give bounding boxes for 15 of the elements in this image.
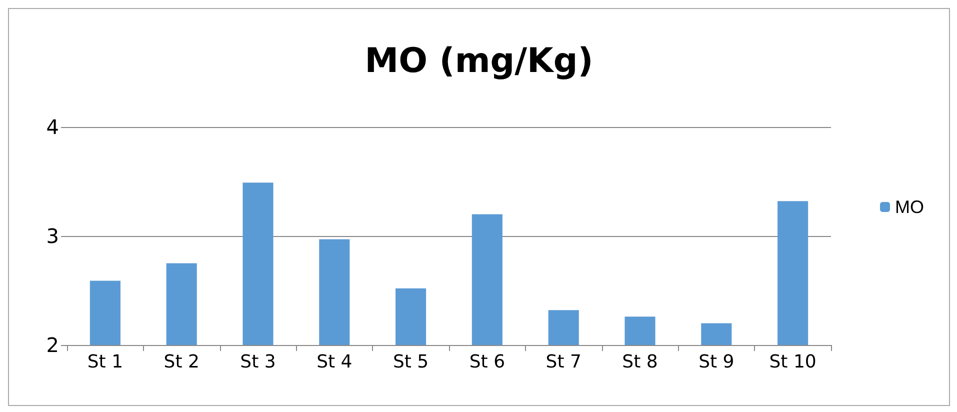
x-tick-label: St 8	[622, 352, 658, 372]
x-tick-label: St 2	[164, 352, 200, 372]
x-tick-label: St 5	[392, 352, 429, 372]
x-tick-label: St 1	[87, 352, 124, 372]
x-tick-label: St 3	[240, 352, 276, 372]
x-tick-label: St 9	[698, 352, 734, 372]
y-tick-label: 4	[46, 115, 59, 139]
x-tick-label: St 4	[316, 352, 352, 372]
x-tick-label: St 6	[469, 352, 506, 372]
x-tick-label: St 7	[546, 352, 582, 372]
y-tick-label: 3	[46, 224, 59, 248]
legend-label: MO	[895, 197, 924, 217]
y-tick-label: 2	[46, 333, 59, 357]
chart-title: MO (mg/Kg)	[364, 41, 594, 81]
x-tick-label: St 10	[769, 352, 816, 372]
